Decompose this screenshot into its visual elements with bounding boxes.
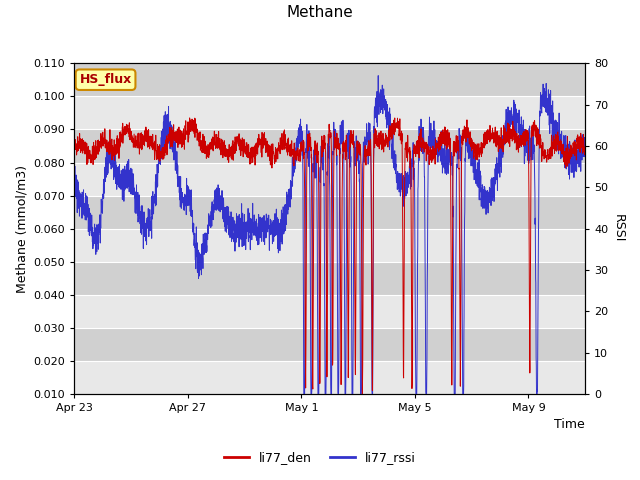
Y-axis label: Methane (mmol/m3): Methane (mmol/m3) (15, 165, 28, 293)
Text: HS_flux: HS_flux (79, 73, 132, 86)
Bar (74, 96, 585, 130)
Bar (74, 361, 585, 394)
Bar (74, 195, 585, 228)
Text: Methane: Methane (287, 5, 353, 20)
Bar (74, 262, 585, 295)
Bar (74, 130, 585, 163)
X-axis label: Time: Time (554, 419, 585, 432)
Bar (74, 163, 585, 195)
Legend: li77_den, li77_rssi: li77_den, li77_rssi (219, 446, 421, 469)
Bar (74, 228, 585, 262)
Y-axis label: RSSI: RSSI (612, 215, 625, 243)
Bar (74, 328, 585, 361)
Bar (74, 63, 585, 96)
Bar (74, 295, 585, 328)
